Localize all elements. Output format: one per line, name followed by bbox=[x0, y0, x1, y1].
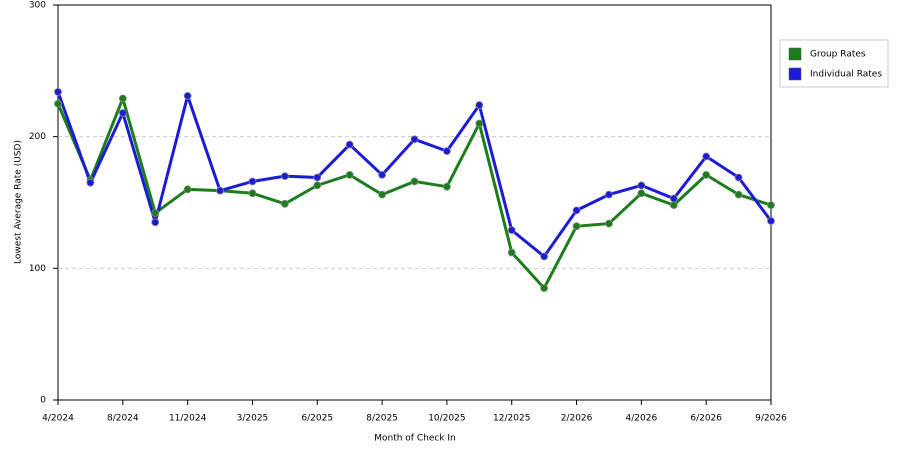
data-point bbox=[248, 189, 257, 198]
x-tick-label: 10/2025 bbox=[428, 414, 465, 424]
data-point bbox=[443, 182, 451, 191]
data-point bbox=[183, 185, 192, 194]
data-point bbox=[767, 201, 775, 210]
y-tick-label: 300 bbox=[29, 1, 46, 11]
data-point bbox=[507, 248, 516, 257]
data-point bbox=[183, 91, 192, 100]
x-tick-label: 9/2026 bbox=[755, 414, 787, 424]
x-tick-label: 3/2025 bbox=[237, 414, 269, 424]
data-point bbox=[702, 152, 711, 161]
data-point bbox=[378, 190, 386, 199]
data-point bbox=[118, 109, 127, 117]
legend-swatch bbox=[788, 67, 802, 81]
data-point bbox=[572, 206, 581, 215]
data-point bbox=[378, 170, 386, 179]
data-point bbox=[443, 147, 451, 156]
x-tick-label: 6/2026 bbox=[690, 414, 722, 424]
data-point bbox=[345, 140, 354, 149]
data-point bbox=[605, 190, 613, 199]
y-tick-label: 200 bbox=[29, 132, 46, 142]
data-point bbox=[118, 94, 127, 103]
data-point bbox=[507, 226, 516, 235]
data-point bbox=[475, 101, 484, 109]
plot-frame bbox=[57, 4, 772, 401]
data-point bbox=[475, 119, 484, 128]
x-tick-label: 8/2025 bbox=[366, 414, 398, 424]
data-point bbox=[216, 186, 224, 195]
legend-swatch bbox=[788, 47, 802, 61]
data-point bbox=[637, 189, 646, 198]
x-tick-label: 11/2024 bbox=[169, 414, 207, 424]
data-point bbox=[702, 170, 711, 179]
data-point bbox=[151, 218, 160, 227]
x-tick-label: 2/2026 bbox=[561, 414, 593, 424]
y-axis-label: Lowest Average Rate (USD) bbox=[14, 140, 24, 264]
data-point bbox=[669, 194, 678, 203]
x-tick-label: 12/2025 bbox=[493, 414, 530, 424]
x-tick-label: 6/2025 bbox=[301, 414, 333, 424]
x-tick-label: 8/2024 bbox=[107, 414, 139, 424]
data-point bbox=[313, 181, 322, 190]
data-point bbox=[605, 219, 613, 228]
x-tick-label: 4/2026 bbox=[626, 414, 658, 424]
data-point bbox=[572, 222, 581, 231]
data-point bbox=[345, 170, 354, 179]
x-tick-label: 4/2024 bbox=[42, 414, 74, 424]
data-point bbox=[248, 177, 257, 186]
data-point bbox=[54, 88, 62, 96]
y-tick-label: 0 bbox=[40, 396, 46, 406]
data-point bbox=[540, 252, 549, 261]
data-point bbox=[280, 199, 289, 208]
data-point bbox=[313, 173, 322, 182]
x-axis-label: Month of Check In bbox=[374, 434, 456, 444]
data-point bbox=[767, 217, 775, 225]
data-point bbox=[734, 190, 743, 199]
data-point bbox=[410, 135, 419, 144]
data-point bbox=[410, 177, 419, 186]
data-point bbox=[734, 173, 743, 182]
data-point bbox=[151, 209, 160, 217]
data-point bbox=[669, 201, 678, 210]
legend-label: Individual Rates bbox=[810, 70, 882, 80]
y-tick-label: 100 bbox=[29, 264, 46, 274]
data-point bbox=[637, 181, 646, 190]
data-point bbox=[540, 284, 549, 292]
data-point bbox=[86, 178, 95, 187]
data-point bbox=[54, 99, 62, 108]
legend-label: Group Rates bbox=[810, 50, 866, 60]
data-point bbox=[280, 172, 289, 181]
